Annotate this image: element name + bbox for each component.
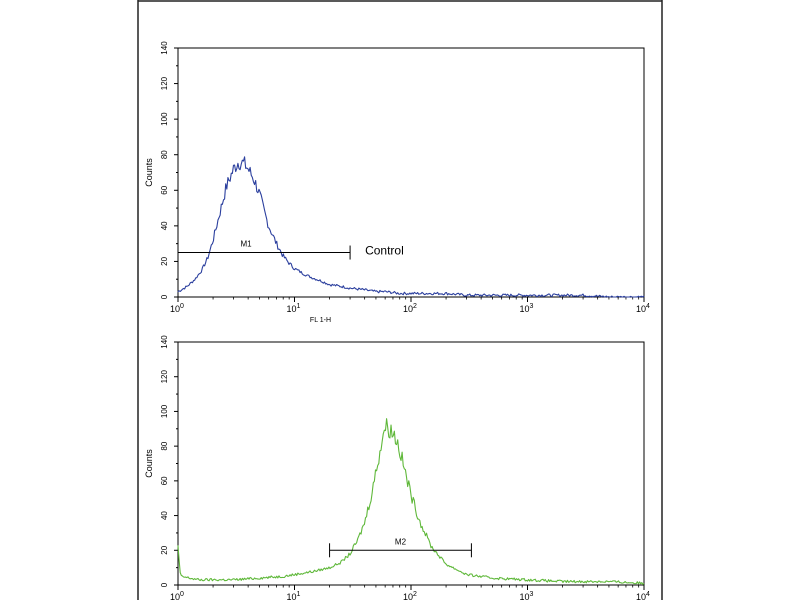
x-tick-label: 103: [520, 591, 534, 600]
y-tick-label: 40: [160, 221, 169, 230]
y-tick-label: 140: [160, 41, 169, 55]
x-axis-label: FL 1-H: [310, 317, 331, 324]
x-tick-label: 100: [170, 591, 184, 600]
y-tick-label: 20: [160, 545, 169, 554]
y-tick-label: 20: [160, 256, 169, 265]
x-tick-label: 101: [287, 591, 301, 600]
y-tick-label: 120: [160, 369, 169, 383]
histogram-sample: 0 20 40 60 80 100 120 140 Counts 100 101 102 103 104 M…: [144, 335, 650, 602]
x-tick-label: 102: [403, 303, 417, 314]
control-annotation: Control: [365, 244, 404, 258]
histogram-series-line: [177, 156, 645, 298]
x-tick-label: 104: [636, 591, 650, 600]
x-tick-label: 102: [403, 591, 417, 600]
x-tick-label: 100: [170, 303, 184, 314]
y-tick-label: 40: [160, 511, 169, 520]
y-tick-label: 0: [160, 294, 169, 299]
y-tick-label: 60: [160, 185, 169, 194]
y-axis-label: Counts: [144, 449, 154, 478]
y-tick-label: 120: [160, 76, 169, 90]
marker-label: M1: [240, 240, 252, 249]
histogram-series-line: [177, 418, 645, 585]
y-tick-label: 140: [160, 335, 169, 349]
x-tick-label: 103: [520, 303, 534, 314]
y-tick-label: 60: [160, 476, 169, 485]
marker-label: M2: [395, 537, 407, 546]
x-tick-label: 104: [636, 303, 650, 314]
histogram-control: 0 20 40 60 80 100 120 140 Counts 100 101 102 103 104 F…: [144, 41, 650, 324]
y-tick-label: 80: [160, 441, 169, 450]
y-tick-label: 0: [160, 582, 169, 587]
y-tick-label: 100: [160, 112, 169, 126]
y-tick-label: 80: [160, 150, 169, 159]
y-tick-label: 100: [160, 404, 169, 418]
x-tick-label: 101: [287, 303, 301, 314]
y-axis-label: Counts: [144, 158, 154, 187]
